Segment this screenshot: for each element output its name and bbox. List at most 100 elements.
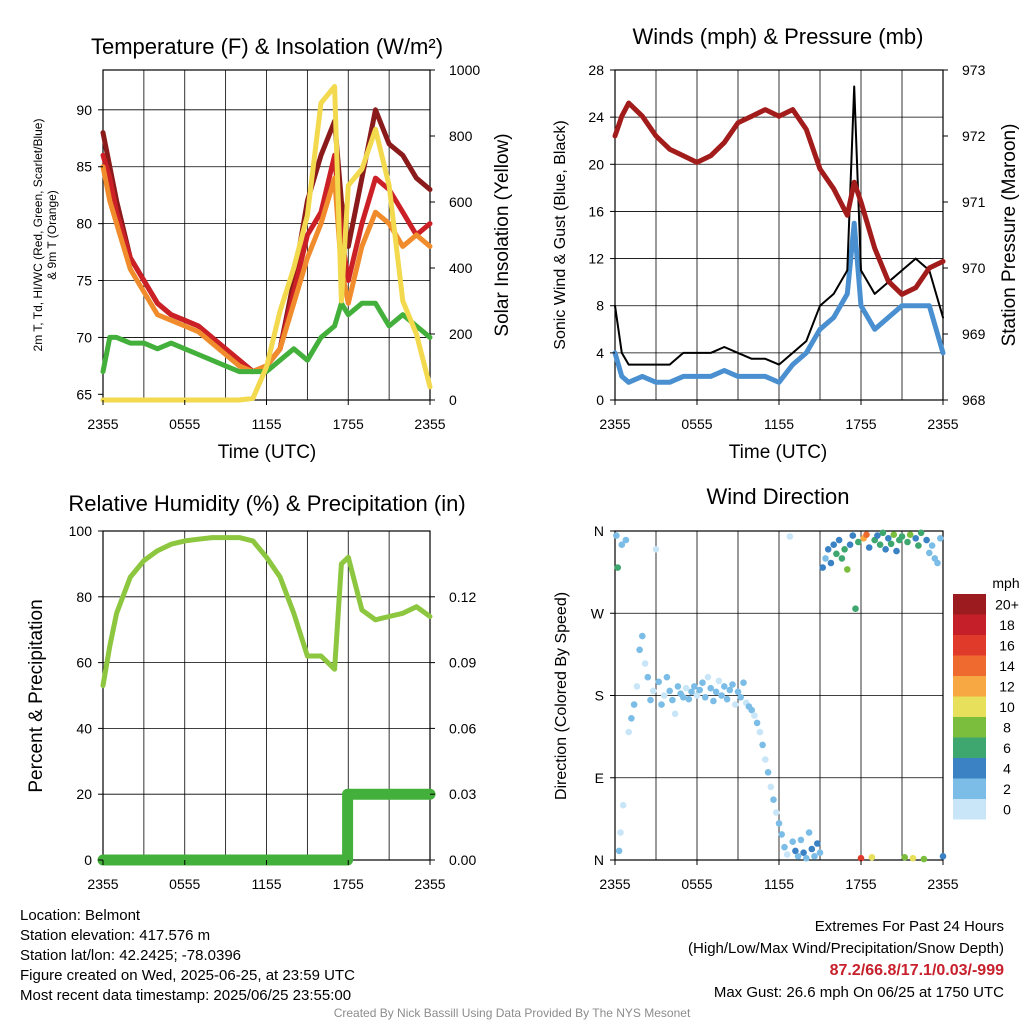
- y-tick-label: 70: [76, 329, 92, 345]
- colorbar-swatch: [953, 737, 986, 758]
- precip-y-ticks: 0.00 0.03 0.06 0.09 0.12: [430, 589, 476, 868]
- wind-direction-point: [641, 660, 649, 667]
- y2-tick-label: 400: [449, 260, 473, 276]
- wind-direction-point: [658, 701, 665, 708]
- temperature-y-label-line2: & 9m T (Orange): [45, 190, 59, 280]
- wind-direction-point: [622, 536, 630, 544]
- wind-direction-point: [783, 851, 791, 858]
- station-pressure-line: [612, 100, 946, 297]
- y-tick-label: 16: [588, 203, 604, 219]
- y2-tick-label: 0.00: [449, 852, 476, 868]
- x-tick-label: 2355: [414, 416, 445, 432]
- wind-direction-point: [816, 849, 824, 856]
- wind-direction-point: [737, 694, 744, 701]
- colorbar-level-label: 0: [1003, 801, 1011, 817]
- wind-direction-point: [762, 756, 769, 763]
- wind-direction-point: [906, 531, 914, 538]
- y-tick-label: 100: [69, 523, 93, 539]
- wind-direction-point: [644, 673, 652, 681]
- station-info: Location: Belmont Station elevation: 417…: [20, 906, 355, 1006]
- wind-direction-point: [663, 673, 671, 681]
- colorbar-level-label: 12: [999, 678, 1015, 694]
- wind-direction-point: [674, 683, 682, 690]
- wind-direction-point: [868, 854, 876, 861]
- wind-direction-point: [778, 831, 785, 838]
- x-tick-label: 0555: [169, 876, 200, 892]
- winds-x-label: Time (UTC): [729, 442, 828, 463]
- temperature-series: [100, 84, 433, 403]
- wind-direction-point: [882, 546, 889, 553]
- colorbar-level-label: 4: [1003, 760, 1011, 776]
- wind-direction-point: [726, 686, 734, 694]
- wind-direction-point: [781, 843, 788, 851]
- colorbar-level-label: 2: [1003, 781, 1011, 797]
- colorbar-swatch: [953, 614, 986, 635]
- humidity-series: [97, 535, 436, 866]
- x-tick-label: 2355: [87, 876, 118, 892]
- extremes-info: Extremes For Past 24 Hours (High/Low/Max…: [688, 916, 1004, 1004]
- x-tick-label: 1155: [251, 416, 281, 432]
- colorbar-level-label: 16: [999, 637, 1015, 653]
- wind-direction-point: [751, 712, 758, 719]
- x-tick-label: 2355: [927, 876, 958, 892]
- y-tick-label: 90: [76, 102, 92, 118]
- wind-direction-point: [844, 566, 851, 573]
- wind-direction-panel: Wind Direction 2355 0555 1155 1755 2355 N E S W…: [553, 484, 1020, 892]
- insolation-y-ticks: 0 200 400 600 800 1000: [430, 62, 480, 408]
- wind-direction-x-ticks: 2355 0555 1155 1755 2355: [599, 860, 959, 892]
- humidity-grid: [103, 530, 430, 860]
- winds-panel-title: Winds (mph) & Pressure (mb): [633, 24, 924, 49]
- relative-humidity-line: [100, 535, 433, 689]
- wind-direction-point: [660, 692, 668, 699]
- y-tick-label: 75: [76, 273, 92, 289]
- wind-direction-point: [920, 855, 928, 863]
- y-tick-label: 40: [76, 720, 92, 736]
- y2-tick-label: 972: [962, 128, 986, 144]
- y-tick-label: 0: [84, 852, 92, 868]
- y2-tick-label: 600: [449, 194, 473, 210]
- wind-direction-point: [915, 542, 922, 549]
- x-tick-label: 1155: [251, 876, 281, 892]
- pressure-y-label: Station Pressure (Maroon): [999, 124, 1020, 347]
- winds-grid: [615, 69, 943, 400]
- wind-direction-point: [715, 677, 723, 685]
- wind-direction-point: [863, 531, 870, 538]
- colorbar-swatch: [953, 758, 986, 779]
- wind-direction-point: [685, 695, 693, 703]
- wind-direction-point: [830, 541, 837, 548]
- wind-direction-point: [630, 701, 638, 708]
- speed-colorbar: mph 0 2 4 6 8 10 12 14 16 18 20+: [953, 575, 1020, 820]
- wind-direction-point: [701, 694, 709, 701]
- wind-direction-point: [615, 847, 623, 855]
- wind-direction-point: [794, 853, 802, 860]
- x-tick-label: 1755: [845, 876, 876, 892]
- wind-direction-point: [841, 546, 848, 553]
- wind-direction-point: [893, 547, 900, 555]
- wind-direction-point: [857, 854, 865, 862]
- x-tick-label: 2355: [599, 876, 630, 892]
- wind-direction-point: [704, 673, 712, 681]
- colorbar-level-label: 20+: [995, 596, 1019, 612]
- wind-direction-point: [613, 532, 620, 539]
- wind-direction-point: [759, 741, 766, 749]
- wind-direction-point: [865, 544, 873, 551]
- y-tick-label: N: [594, 852, 604, 868]
- wind-direction-point: [926, 549, 933, 557]
- pressure-y-ticks: 968 969 970 971 972 973: [943, 62, 986, 408]
- wind-direction-point: [764, 769, 772, 776]
- wind-direction-point: [647, 696, 654, 704]
- y2-tick-label: 969: [962, 326, 986, 342]
- y2-tick-label: 1000: [449, 62, 480, 78]
- extremes-title: Extremes For Past 24 Hours: [814, 918, 1004, 935]
- colorbar-swatch: [953, 594, 986, 615]
- wind-direction-panel-title: Wind Direction: [706, 484, 849, 509]
- wind-direction-point: [693, 692, 701, 699]
- precipitation-line: [97, 788, 436, 866]
- x-tick-label: 1755: [333, 876, 364, 892]
- colorbar-unit-label: mph: [992, 575, 1019, 591]
- wind-direction-point: [666, 687, 673, 695]
- wind-direction-point: [712, 688, 720, 696]
- wind-direction-point: [636, 646, 643, 654]
- wind-direction-point: [628, 715, 635, 722]
- y-tick-label: 20: [588, 156, 604, 172]
